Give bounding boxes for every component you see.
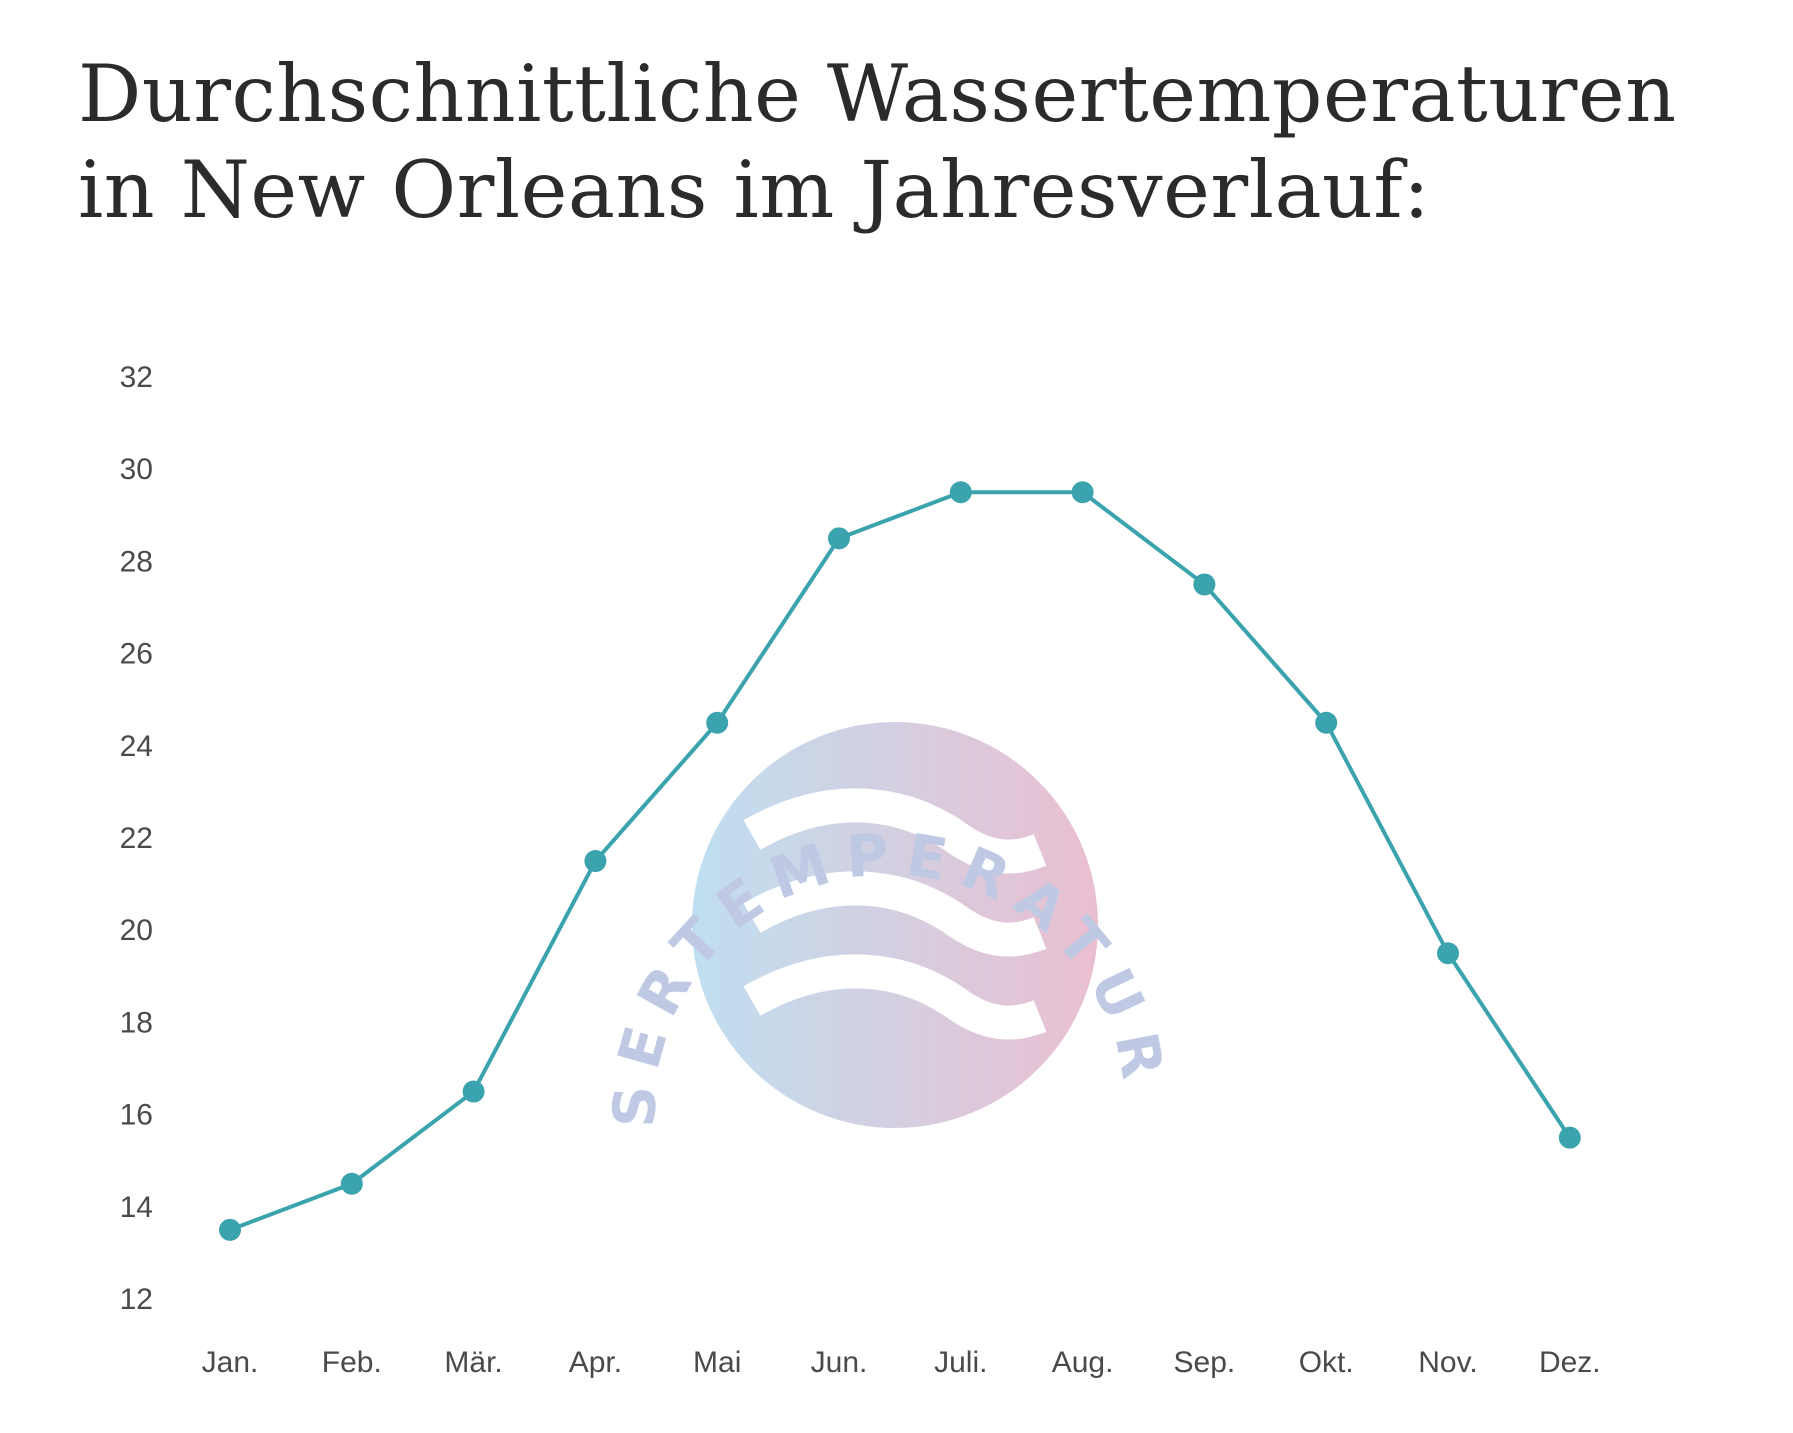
y-axis: 12 14 16 18 20 22 24 26 28 30 32 (120, 361, 153, 1316)
y-tick-label: 30 (120, 453, 153, 486)
data-point[interactable] (1071, 481, 1094, 504)
page-title: Durchschnittliche Wassertemperaturen in … (78, 48, 1677, 236)
x-tick-label: Juli. (934, 1346, 987, 1379)
y-tick-label: 26 (120, 638, 153, 671)
y-tick-label: 24 (120, 730, 153, 763)
wave-icon (743, 788, 1047, 1040)
x-tick-label: Sep. (1174, 1346, 1236, 1379)
series-layer (219, 481, 1581, 1241)
y-tick-label: 28 (120, 545, 153, 578)
x-tick-label: Apr. (569, 1346, 622, 1379)
x-tick-label: Jan. (202, 1346, 259, 1379)
data-point[interactable] (219, 1218, 241, 1241)
x-tick-label: Jun. (811, 1346, 868, 1379)
data-point[interactable] (1558, 1126, 1581, 1149)
y-tick-label: 12 (120, 1283, 153, 1316)
data-point[interactable] (1315, 711, 1338, 734)
y-tick-label: 20 (120, 914, 153, 947)
data-point[interactable] (828, 527, 850, 550)
y-tick-label: 18 (120, 1006, 153, 1039)
watermark-logo: WASSERTEMPERATUR.ORG (0, 0, 1166, 1129)
data-point[interactable] (584, 850, 607, 873)
y-tick-label: 22 (120, 822, 153, 855)
x-tick-label: Mai (693, 1346, 741, 1379)
x-tick-label: Mär. (444, 1346, 502, 1379)
data-point[interactable] (340, 1172, 363, 1195)
x-tick-label: Nov. (1418, 1346, 1477, 1379)
series-line (229, 490, 1572, 1232)
x-tick-label: Aug. (1052, 1346, 1114, 1379)
y-tick-label: 32 (120, 361, 153, 394)
y-tick-label: 16 (120, 1099, 153, 1132)
data-point[interactable] (462, 1080, 485, 1103)
y-tick-label: 14 (120, 1191, 153, 1224)
x-tick-label: Okt. (1299, 1346, 1354, 1379)
data-point[interactable] (706, 711, 729, 734)
x-tick-label: Dez. (1539, 1346, 1601, 1379)
data-point[interactable] (1437, 942, 1459, 965)
data-point[interactable] (1193, 573, 1216, 596)
data-point[interactable] (949, 481, 972, 504)
x-axis: Jan. Feb. Mär. Apr. Mai Jun. Juli. Aug. Sep. Okt.… (202, 1346, 1601, 1379)
x-tick-label: Feb. (322, 1346, 382, 1379)
